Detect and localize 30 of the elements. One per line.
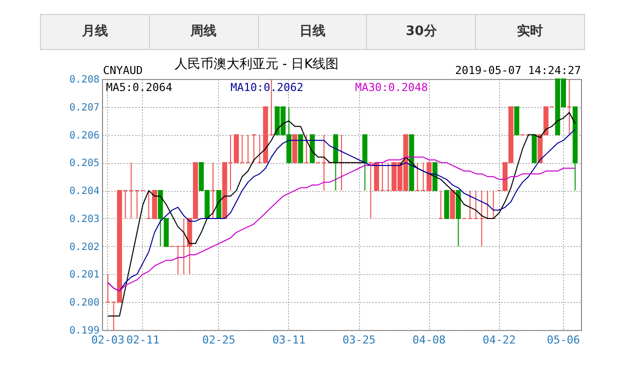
line-series xyxy=(107,112,576,317)
y-tick-label: 0.207 xyxy=(69,102,100,114)
y-tick-label: 0.202 xyxy=(69,242,100,253)
x-tick-label: 04-08 xyxy=(412,334,446,346)
y-tick-label: 0.205 xyxy=(69,158,100,170)
x-tick-label: 03-11 xyxy=(272,334,306,346)
line-series xyxy=(107,156,576,292)
text: CNYAUD xyxy=(103,64,143,77)
y-tick-label: 0.199 xyxy=(69,326,100,336)
text: MA5:0.2064 xyxy=(106,81,173,94)
chart-title: 人民币澳大利亚元 - 日K线图 xyxy=(174,57,339,72)
tab[interactable]: 30分 xyxy=(367,15,476,49)
x-tick-label: 04-22 xyxy=(482,334,516,346)
tab[interactable]: 实时 xyxy=(476,15,584,49)
x-tick-label: 02-11 xyxy=(126,334,160,346)
x-tick-label: 02-25 xyxy=(202,334,236,346)
text: 2019-05-07 14:24:27 xyxy=(455,64,581,77)
tab[interactable]: 周线 xyxy=(150,15,259,49)
text: MA30:0.2048 xyxy=(355,81,428,94)
x-tick-label: 03-25 xyxy=(342,334,376,346)
y-tick-label: 0.204 xyxy=(69,186,100,198)
x-tick-label: 05-06 xyxy=(546,334,580,346)
y-tick-label: 0.200 xyxy=(69,298,100,309)
y-tick-label: 0.201 xyxy=(69,270,100,281)
y-tick-label: 0.203 xyxy=(69,214,100,225)
y-tick-label: 0.206 xyxy=(69,130,100,142)
tab[interactable]: 日线 xyxy=(258,15,368,49)
tab[interactable]: 月线 xyxy=(41,15,150,49)
x-tick-label: 02-03 xyxy=(91,334,124,346)
y-tick-label: 0.208 xyxy=(69,74,100,86)
